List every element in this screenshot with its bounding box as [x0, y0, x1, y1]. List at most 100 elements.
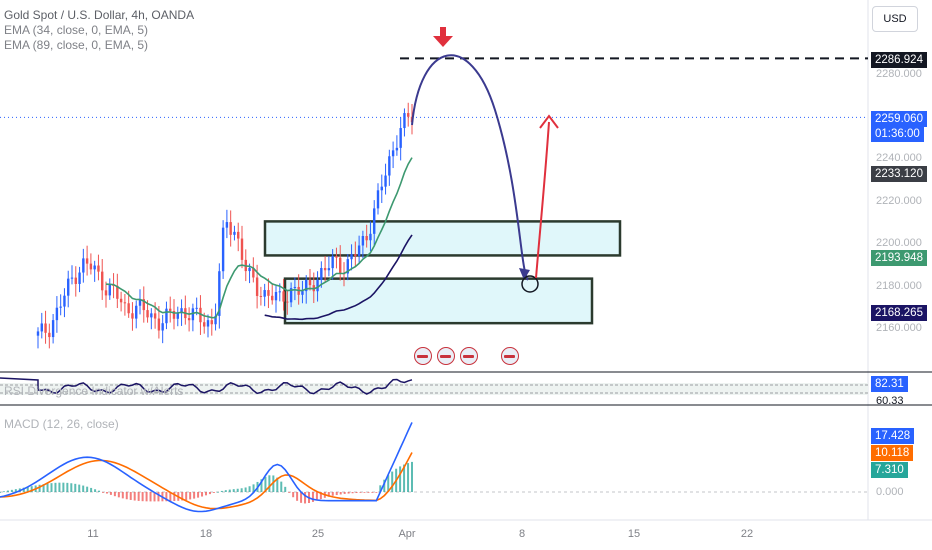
zone-lower-tag: 2168.265	[871, 305, 927, 321]
macd-histogram-bar	[149, 492, 152, 502]
macd-histogram-bar	[363, 492, 366, 493]
candle-body	[354, 254, 357, 257]
candle-body	[403, 113, 406, 129]
macd-histogram-bar	[331, 492, 334, 496]
candle-body	[380, 186, 383, 191]
rsi-value-tag: 82.31	[871, 376, 908, 392]
candle-body	[150, 313, 153, 318]
candle-body	[176, 313, 179, 319]
candle-body	[373, 208, 376, 234]
candle-body	[282, 291, 285, 302]
macd-value-tag: 17.428	[871, 428, 915, 444]
candle-body	[346, 259, 349, 274]
candle-body	[146, 310, 149, 318]
macd-histogram-bar	[185, 492, 188, 501]
candle-body	[361, 235, 365, 246]
macd-histogram-bar	[78, 484, 81, 492]
macd-histogram-bar	[58, 482, 61, 492]
macd-histogram-bar	[379, 485, 382, 492]
macd-zero-label: 0.000	[876, 486, 904, 498]
macd-histogram-bar	[121, 492, 124, 499]
macd-histogram-bar	[367, 492, 370, 493]
candle-body	[237, 231, 240, 239]
rsi-label: RSI Divergence Indicator w/Alerts	[4, 384, 184, 398]
ema34-label: EMA (34, close, 0, EMA, 5)	[4, 23, 149, 37]
macd-histogram-bar	[193, 492, 196, 499]
candle-body	[157, 318, 161, 331]
us-event-flag-icon[interactable]	[460, 347, 478, 365]
time-axis-label: 18	[199, 528, 213, 540]
macd-histogram-bar	[70, 483, 73, 492]
rsi-pane	[0, 377, 868, 395]
macd-histogram-bar	[228, 489, 231, 492]
candle-body	[108, 284, 111, 296]
macd-histogram-bar	[30, 486, 33, 492]
macd-histogram-bar	[347, 492, 350, 494]
candle-body	[48, 332, 51, 338]
down-arrow-shaft	[440, 27, 446, 37]
candle-body	[89, 263, 93, 270]
projected-rise-curve	[535, 121, 550, 279]
macd-histogram-bar	[272, 475, 275, 492]
zone-upper-tag: 2193.948	[871, 250, 927, 266]
macd-histogram-bar	[268, 475, 271, 492]
macd-histogram-bar	[153, 492, 156, 502]
macd-histogram-bar	[220, 490, 223, 492]
candle-body	[63, 295, 66, 307]
time-axis-label: 8	[518, 528, 526, 540]
macd-histogram-bar	[260, 479, 263, 492]
candle-body	[350, 254, 353, 260]
rsi-line	[0, 377, 413, 395]
macd-pane	[0, 422, 868, 513]
macd-histogram-bar	[54, 482, 57, 492]
macd-histogram-bar	[189, 492, 192, 500]
candle-body	[407, 113, 410, 117]
macd-histogram-bar	[205, 492, 207, 496]
candle-body	[104, 290, 108, 296]
candle-body	[206, 320, 210, 327]
ema-lines	[105, 157, 413, 321]
price-axis-label: 2180.000	[876, 280, 922, 292]
candle-body	[271, 295, 274, 301]
candle-body	[97, 265, 100, 272]
candle-body	[169, 308, 172, 311]
candle-body	[323, 267, 327, 271]
macd-histogram-bar	[208, 492, 211, 495]
us-event-flag-icon[interactable]	[437, 347, 455, 365]
candle-body	[112, 284, 115, 286]
macd-histogram-bar	[375, 492, 378, 493]
candle-body	[376, 190, 380, 209]
macd-histogram-bar	[335, 492, 338, 496]
us-event-flag-icon[interactable]	[501, 347, 519, 365]
candle-body	[316, 279, 319, 292]
macd-histogram-bar	[157, 492, 160, 502]
macd-histogram-bar	[355, 492, 358, 494]
macd-histogram-bar	[46, 483, 49, 492]
candle-body	[101, 271, 104, 291]
currency-button[interactable]: USD	[872, 6, 918, 32]
candle-body	[51, 320, 55, 338]
macd-histogram-bar	[300, 492, 303, 503]
candle-body	[78, 272, 81, 284]
candle-body	[240, 238, 244, 260]
projection-annotations	[411, 27, 559, 293]
candle-body	[138, 299, 142, 306]
candle-body	[335, 256, 338, 258]
candle-body	[388, 156, 391, 176]
candle-body	[214, 315, 217, 325]
candle-body	[339, 257, 342, 274]
macd-histogram-bar	[403, 464, 406, 492]
price-axis-label: 2160.000	[876, 322, 922, 334]
macd-histogram-bar	[407, 463, 410, 492]
time-axis-label: 22	[740, 528, 754, 540]
macd-histogram-bar	[315, 492, 318, 501]
macd-histogram-bar	[50, 483, 53, 492]
us-event-flag-icon[interactable]	[414, 347, 432, 365]
macd-histogram-bar	[62, 482, 65, 492]
candle-body	[301, 291, 304, 295]
upper-zone-box	[263, 220, 622, 257]
macd-histogram-bar	[141, 492, 144, 502]
macd-histogram-bar	[90, 487, 93, 492]
projected-rise-arrowhead	[539, 114, 559, 129]
